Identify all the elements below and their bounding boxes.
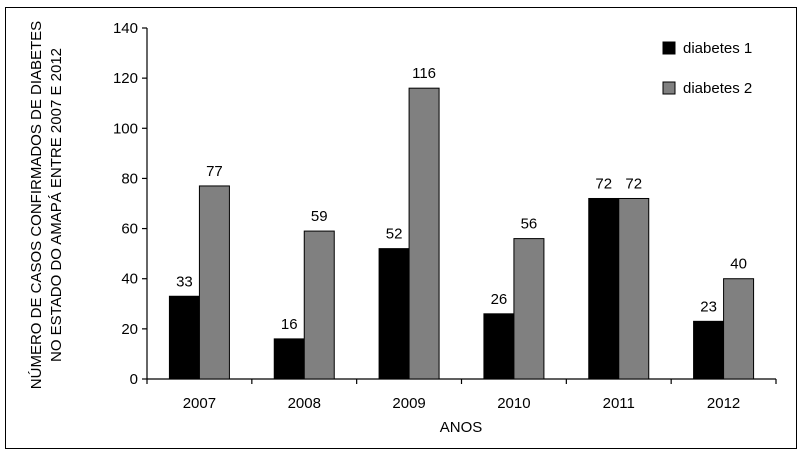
y-tick-label: 80 [121,170,138,187]
x-tick-label: 2009 [392,395,425,412]
legend-swatch-diabetes-1 [662,41,676,55]
y-tick-label: 20 [121,321,138,338]
legend-label-diabetes-2: diabetes 2 [683,80,752,97]
bar-diabetes-2-2012 [723,278,755,380]
y-tick-label: 40 [121,271,138,288]
legend-label-diabetes-1: diabetes 1 [683,40,752,57]
data-label-diabetes-1-2011: 72 [595,175,612,192]
y-axis-ticks: 0 20 40 60 80 100 120 140 [113,20,147,388]
x-tick-label: 2012 [707,395,740,412]
bar-diabetes-2-2008 [303,230,335,380]
y-axis-title-line1: NÚMERO DE CASOS CONFIRMADOS DE DIABETES [28,21,45,389]
y-tick-label: 120 [113,70,138,87]
bar-diabetes-2-2011 [618,197,650,380]
legend: diabetes 1 diabetes 2 [662,40,752,97]
data-label-diabetes-2-2011: 72 [625,175,642,192]
bar-diabetes-2-2010 [513,238,545,380]
bar-diabetes-1-2010 [483,313,515,380]
data-label-diabetes-1-2010: 26 [491,291,508,308]
axes [146,28,776,380]
bar-diabetes-1-2011 [588,197,620,380]
x-axis-title: ANOS [440,419,483,436]
bar-diabetes-1-2008 [273,338,305,380]
y-axis-title-line2: NO ESTADO DO AMAPÁ ENTRE 2007 E 2012 [48,48,65,362]
data-label-diabetes-1-2007: 33 [176,273,193,290]
y-tick-label: 0 [130,371,138,388]
x-axis-ticks: 2007 2008 2009 2010 2011 2012 [146,379,777,412]
data-label-diabetes-2-2012: 40 [730,256,747,273]
data-label-diabetes-1-2009: 52 [386,226,403,243]
y-tick-label: 60 [121,221,138,238]
x-tick-label: 2011 [603,395,635,412]
bars [168,87,755,380]
data-label-diabetes-1-2012: 23 [700,298,717,315]
data-label-diabetes-2-2010: 56 [521,216,538,233]
y-tick-label: 140 [113,20,138,37]
bar-diabetes-1-2007 [168,295,200,380]
data-labels: 33 77 16 59 52 116 26 56 72 72 23 40 [176,65,747,333]
data-label-diabetes-1-2008: 16 [281,316,298,333]
bar-diabetes-2-2007 [198,185,230,380]
data-label-diabetes-2-2007: 77 [206,163,223,180]
data-label-diabetes-2-2009: 116 [412,65,436,82]
data-label-diabetes-2-2008: 59 [311,208,328,225]
bar-diabetes-2-2009 [408,87,440,380]
x-tick-label: 2007 [183,395,216,412]
bar-diabetes-1-2009 [378,248,410,380]
y-tick-label: 100 [113,120,138,137]
bar-diabetes-1-2012 [693,320,725,380]
x-tick-label: 2008 [288,395,321,412]
x-tick-label: 2010 [497,395,530,412]
legend-swatch-diabetes-2 [662,81,676,95]
